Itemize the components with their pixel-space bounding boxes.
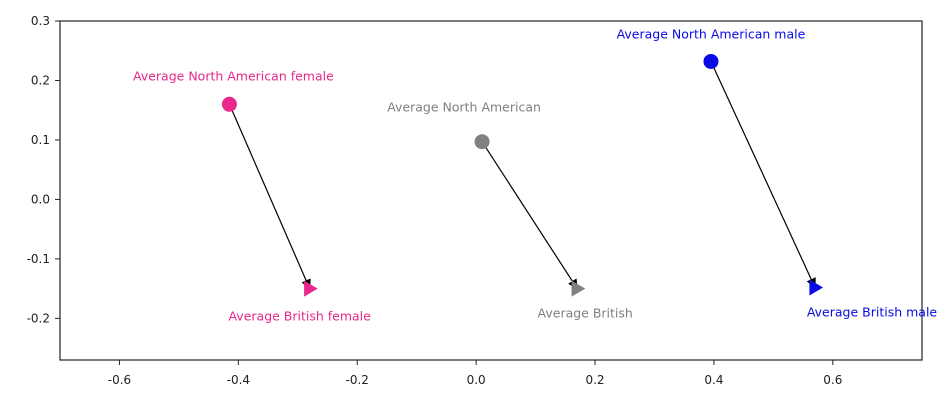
point-label: Average North American female — [133, 68, 334, 83]
point-label: Average North American — [387, 100, 541, 115]
point-label: Average British female — [228, 309, 371, 324]
points-layer — [221, 53, 823, 297]
x-tick-label: 0.6 — [823, 373, 842, 387]
y-tick-label: 0.0 — [31, 192, 50, 206]
x-tick-label: -0.4 — [227, 373, 250, 387]
point-marker-triangle — [304, 280, 318, 297]
point-marker-triangle — [571, 280, 586, 297]
shift-arrow — [481, 141, 578, 290]
point-marker-circle — [221, 96, 237, 112]
point-label: Average North American male — [617, 26, 806, 41]
labels-layer: Average North American female Average Bri… — [133, 26, 937, 323]
y-tick-label: 0.2 — [31, 73, 50, 87]
y-tick-label: -0.1 — [27, 252, 50, 266]
point-label: Average British — [538, 306, 633, 321]
y-axis: -0.2 -0.1 0.0 0.1 0.2 0.3 — [27, 14, 60, 325]
x-axis: -0.6 -0.4 -0.2 0.0 0.2 0.4 0.6 — [108, 360, 842, 387]
point-marker-circle — [474, 134, 490, 150]
point-label: Average British male — [807, 304, 938, 319]
arrows-layer — [228, 61, 816, 290]
shift-arrow — [710, 61, 816, 289]
point-marker-triangle — [809, 279, 823, 296]
shift-arrow — [228, 104, 311, 290]
x-tick-label: 0.0 — [467, 373, 486, 387]
x-tick-label: 0.4 — [704, 373, 723, 387]
y-tick-label: -0.2 — [27, 311, 50, 325]
y-tick-label: 0.1 — [31, 133, 50, 147]
point-marker-circle — [703, 53, 719, 69]
x-tick-label: 0.2 — [585, 373, 604, 387]
x-tick-label: -0.2 — [346, 373, 369, 387]
plot-area — [59, 20, 923, 361]
x-tick-label: -0.6 — [108, 373, 131, 387]
y-tick-label: 0.3 — [31, 14, 50, 28]
